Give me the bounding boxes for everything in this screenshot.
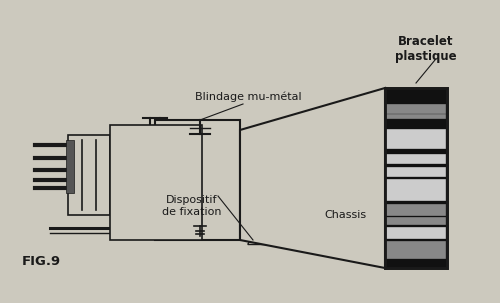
Bar [387,180,445,200]
Bar [387,130,445,148]
Text: Bracelet
plastique: Bracelet plastique [395,35,457,63]
Bar [66,140,74,193]
Bar [387,242,445,258]
Text: Chassis: Chassis [324,210,366,220]
Bar [387,205,445,215]
Text: Blindage mu-métal: Blindage mu-métal [194,92,302,102]
Bar [387,168,445,176]
Polygon shape [240,88,385,268]
Bar [387,115,445,118]
Bar [387,105,445,113]
Text: FIG.9: FIG.9 [22,255,61,268]
Bar [68,135,110,215]
Bar [385,88,447,268]
Bar [387,228,445,238]
Bar [387,218,445,224]
Bar [385,88,447,268]
Bar [387,155,445,163]
Text: Dispositif
de fixation: Dispositif de fixation [162,195,222,217]
Bar [110,125,202,240]
Bar [155,120,240,240]
